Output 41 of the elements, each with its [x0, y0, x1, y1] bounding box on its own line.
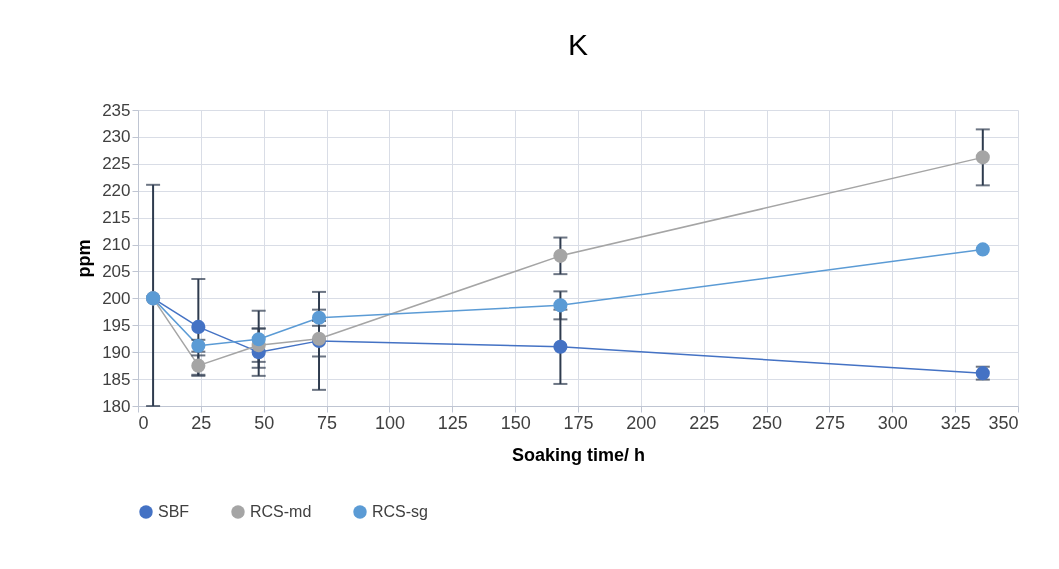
x-tick-label: 275 — [814, 412, 845, 433]
x-tick-label: 350 — [988, 412, 1019, 433]
x-tick-label: 225 — [689, 412, 720, 433]
y-tick-label: 200 — [102, 288, 131, 308]
x-tick-label: 25 — [191, 412, 212, 433]
y-tick-label: 185 — [102, 369, 131, 389]
y-tick-label: 215 — [102, 208, 131, 228]
x-tick-label: 300 — [877, 412, 908, 433]
point — [251, 332, 266, 347]
y-tick-label: 190 — [102, 342, 131, 362]
x-axis-title: Soaking time/ h — [511, 444, 646, 465]
x-tick-label: 150 — [500, 412, 531, 433]
y-tick-label: 195 — [102, 315, 131, 335]
point — [553, 248, 568, 263]
x-tick-label: 200 — [626, 412, 657, 433]
y-tick-label: 225 — [102, 154, 131, 174]
chart-title: K — [567, 28, 589, 61]
legend-label: RCS-sg — [372, 503, 429, 520]
point — [553, 339, 568, 354]
x-tick-label: 100 — [374, 412, 405, 433]
y-tick-label: 205 — [102, 261, 131, 281]
legend-label: RCS-md — [250, 503, 312, 520]
x-tick-label: 250 — [752, 412, 783, 433]
x-tick-label: 75 — [317, 412, 338, 433]
y-axis-title: ppm — [74, 239, 95, 278]
y-tick-label: 230 — [102, 127, 131, 147]
x-tick-label: 175 — [563, 412, 594, 433]
point — [553, 298, 568, 313]
x-tick-label: 0 — [138, 412, 149, 433]
point — [975, 242, 990, 257]
x-tick-label: 125 — [437, 412, 468, 433]
y-tick-label: 235 — [102, 100, 131, 120]
y-tick-label: 220 — [102, 181, 131, 201]
x-tick-label: 325 — [940, 412, 971, 433]
y-tick-label: 180 — [102, 396, 131, 416]
y-tick-label: 210 — [102, 235, 131, 255]
point — [191, 319, 206, 334]
legend-label: SBF — [158, 503, 190, 520]
point — [975, 150, 990, 165]
point — [191, 358, 206, 373]
x-tick-label: 50 — [254, 412, 275, 433]
